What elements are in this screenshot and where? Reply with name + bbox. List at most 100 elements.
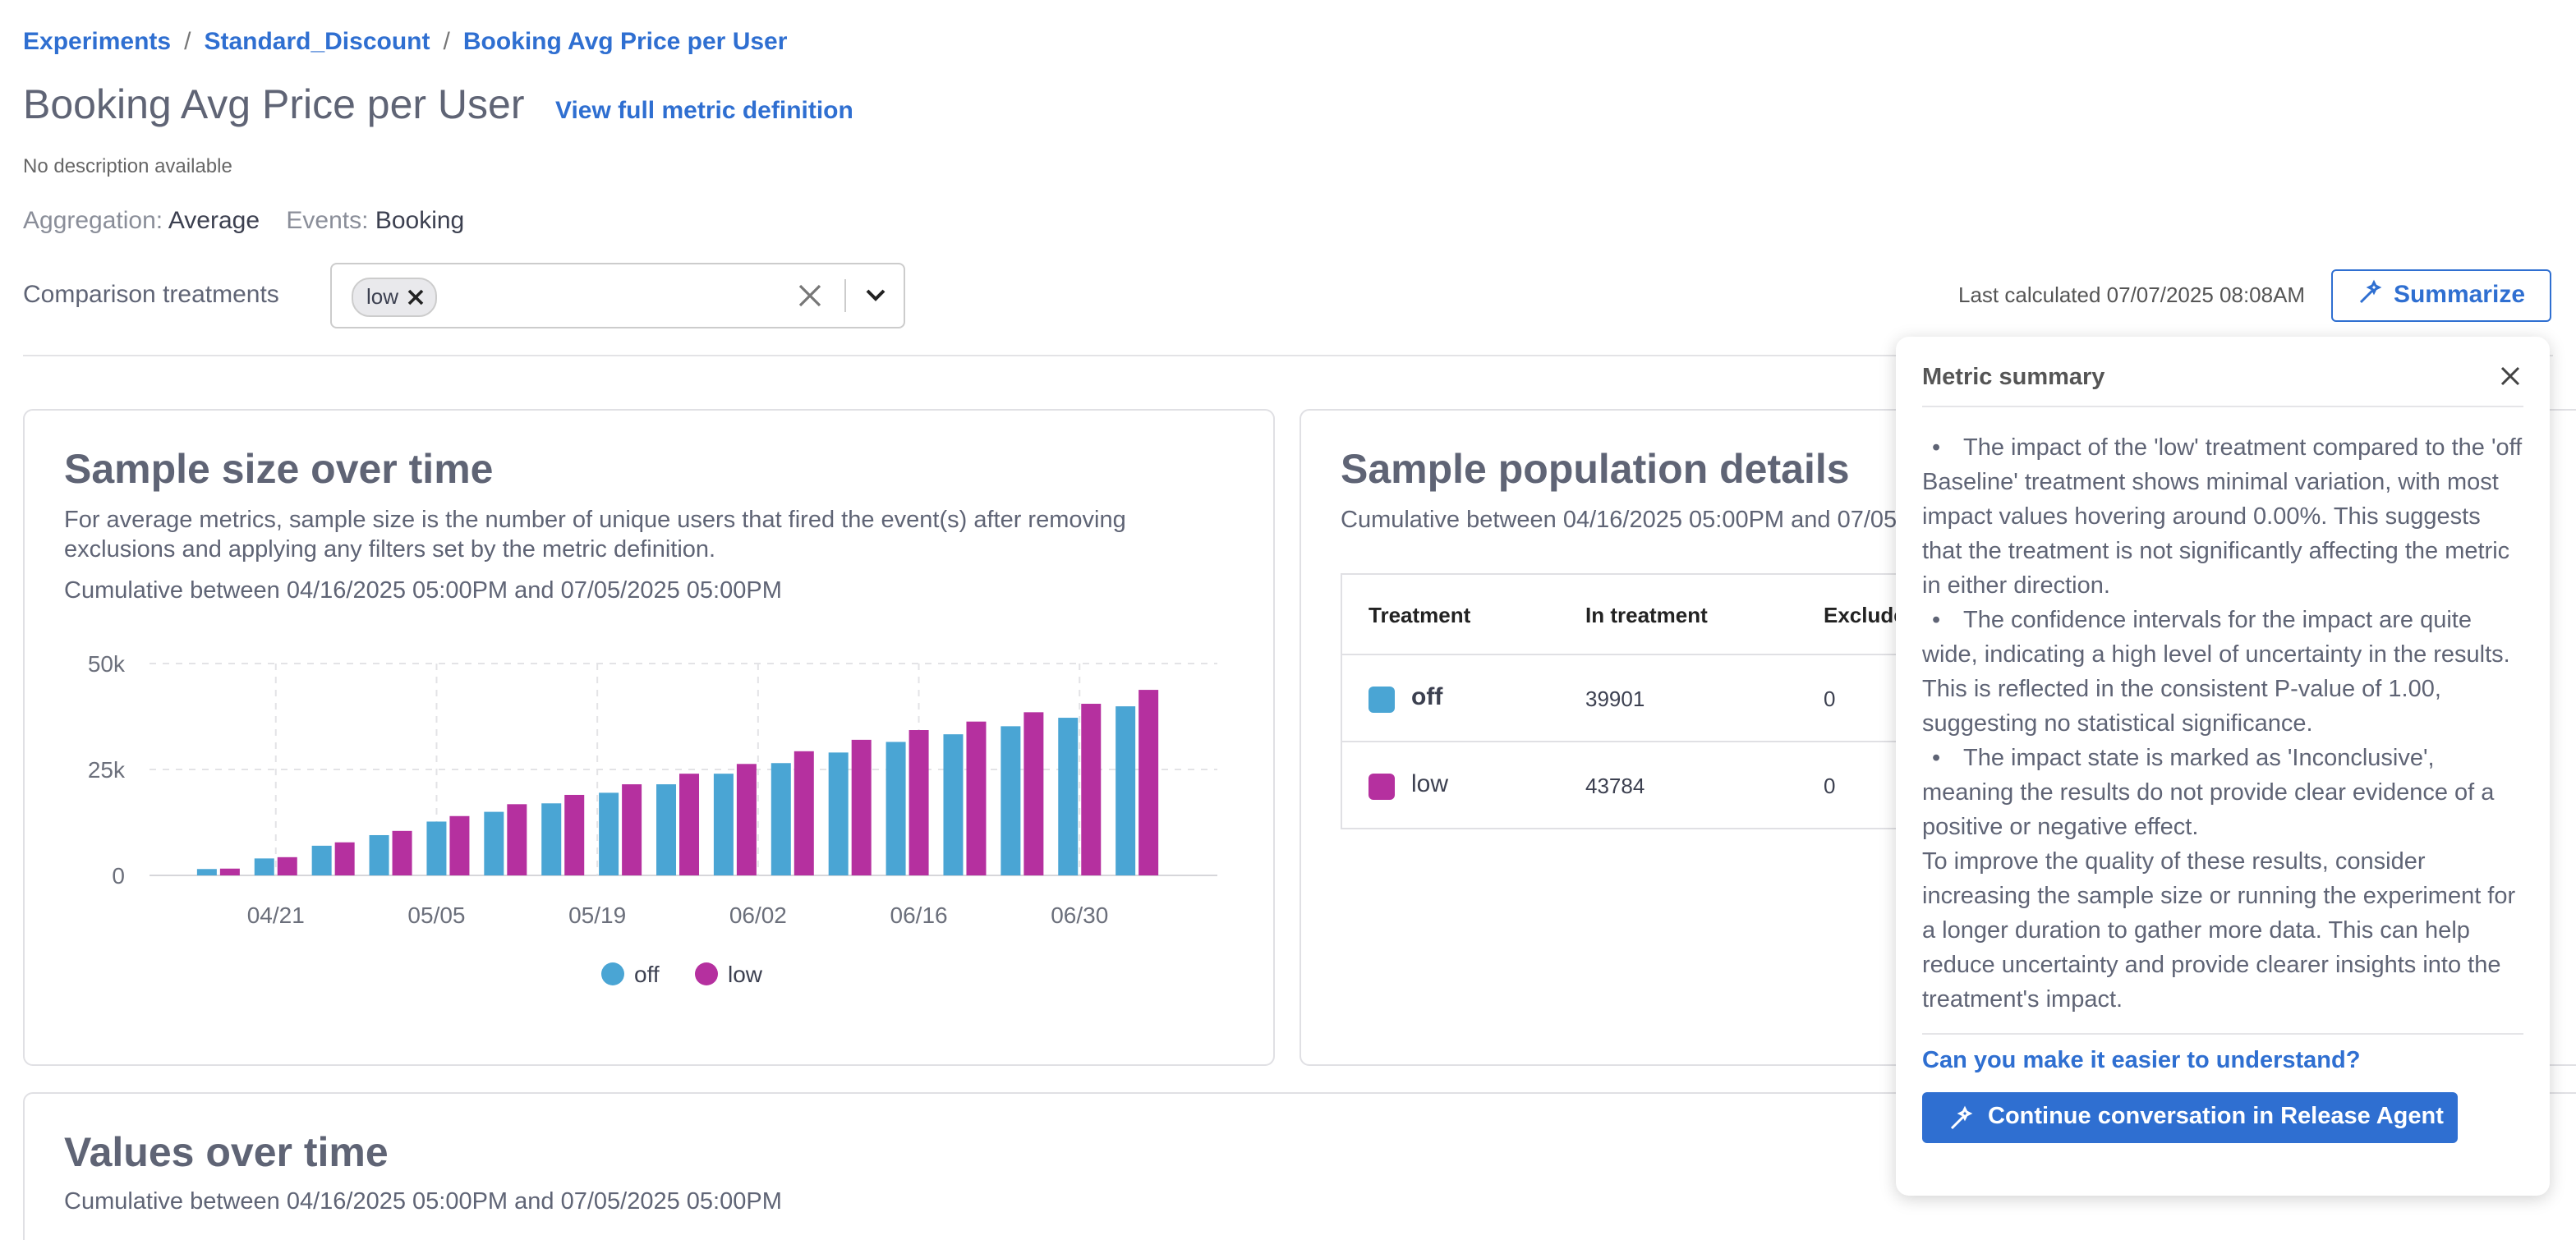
bar xyxy=(277,857,297,875)
bar xyxy=(656,784,677,875)
legend-label: low xyxy=(728,962,763,987)
chip-label: low xyxy=(366,284,399,309)
summary-popup: Metric summary The impact of the 'low' t… xyxy=(1896,337,2550,1196)
breadcrumb-link[interactable]: Standard_Discount xyxy=(204,28,430,56)
bar xyxy=(484,811,504,875)
treatment-name: low xyxy=(1411,770,1449,799)
card-description: For average metrics, sample size is the … xyxy=(64,507,1126,563)
breadcrumb-link[interactable]: Experiments xyxy=(23,28,172,56)
close-icon[interactable] xyxy=(2500,366,2520,386)
y-tick-label: 50k xyxy=(88,651,126,677)
bar xyxy=(794,751,814,875)
swatch xyxy=(1368,686,1395,713)
bar xyxy=(1058,718,1079,875)
treatment-select[interactable]: low xyxy=(330,263,905,328)
summary-paragraph: To improve the quality of these results,… xyxy=(1922,849,2516,1013)
column-header: In treatment xyxy=(1559,574,1797,655)
swatch xyxy=(1368,773,1395,800)
treatment-name: off xyxy=(1411,683,1443,712)
bar xyxy=(507,804,527,875)
card-title: Values over time xyxy=(64,1130,389,1176)
bar xyxy=(943,734,964,875)
bar xyxy=(770,763,791,875)
summarize-button[interactable]: Summarize xyxy=(2331,269,2551,322)
bar xyxy=(1024,712,1044,875)
bar xyxy=(886,742,906,875)
bar xyxy=(426,821,447,875)
legend-marker xyxy=(695,962,718,985)
bar xyxy=(599,792,619,875)
metric-meta: Aggregation: Average Events: Booking xyxy=(23,207,464,235)
bar xyxy=(1116,706,1136,875)
card-title: Sample population details xyxy=(1341,447,1850,493)
column-header: Treatment xyxy=(1341,574,1559,655)
events: Booking xyxy=(375,207,465,235)
breadcrumb: Experiments / Standard_Discount / Booking Av… xyxy=(23,28,788,56)
sparkle-icon xyxy=(1950,1105,1973,1130)
bar xyxy=(392,830,412,875)
bar xyxy=(966,721,987,875)
y-tick-label: 25k xyxy=(88,757,126,783)
label: Aggregation: xyxy=(23,207,163,235)
treatment-cell: low xyxy=(1341,742,1559,829)
clear-icon[interactable] xyxy=(798,284,821,307)
bar xyxy=(541,803,562,875)
summary-bullet: The impact of the 'low' treatment compar… xyxy=(1922,432,2523,604)
treatment-cell: off xyxy=(1341,654,1559,742)
legend-marker xyxy=(601,962,624,985)
summary-body: The impact of the 'low' treatment compar… xyxy=(1922,432,2523,1018)
button-label: Summarize xyxy=(2393,281,2526,309)
card-range: Cumulative between 04/16/2025 05:00PM an… xyxy=(64,578,782,604)
bar xyxy=(449,815,470,875)
chip: low xyxy=(352,278,437,317)
summary-bullet: The confidence intervals for the impact … xyxy=(1922,604,2523,742)
filter-label: Comparison treatments xyxy=(23,281,279,309)
bar xyxy=(736,764,757,875)
popup-title: Metric summary xyxy=(1922,365,2105,391)
chart: 0 25k 50k 04/21 05/05 05/19 06/02 06/16 06/30 off… xyxy=(88,651,1217,987)
button-label: Continue conversation in Release Agent xyxy=(1988,1104,2444,1130)
in-treatment: 39901 xyxy=(1559,654,1797,742)
breadcrumb-current[interactable]: Booking Avg Price per User xyxy=(462,28,788,56)
page-title: Booking Avg Price per User xyxy=(23,82,525,128)
bar xyxy=(622,784,642,875)
in-treatment: 43784 xyxy=(1559,742,1797,829)
x-tick-label: 04/21 xyxy=(247,902,305,928)
sparkle-icon xyxy=(2359,279,2382,304)
continue-button[interactable]: Continue conversation in Release Agent xyxy=(1922,1092,2458,1143)
x-tick-label: 06/02 xyxy=(729,902,787,928)
last-calculated: Last calculated 07/07/2025 08:08AM xyxy=(1958,282,2306,307)
bar xyxy=(564,794,585,875)
y-tick-label: 0 xyxy=(112,863,125,889)
bar xyxy=(679,774,700,875)
definition-link[interactable]: View full metric definition xyxy=(555,97,853,125)
label: Events: xyxy=(286,207,369,235)
sample-size-card: Sample size over time For average metric… xyxy=(23,409,1275,1066)
chip-remove[interactable] xyxy=(407,289,423,305)
bar xyxy=(851,739,872,875)
bar xyxy=(219,868,240,875)
x-tick-label: 05/05 xyxy=(407,902,465,928)
aggregation: Average xyxy=(168,207,260,235)
suggested-question[interactable]: Can you make it easier to understand? xyxy=(1922,1048,2361,1074)
summary-bullet: The impact state is marked as 'Inconclus… xyxy=(1922,742,2523,846)
dropdown-icon[interactable] xyxy=(864,287,887,304)
description: No description available xyxy=(23,154,232,177)
bar xyxy=(1000,726,1021,875)
legend-label: off xyxy=(634,962,660,987)
x-tick-label: 06/16 xyxy=(890,902,948,928)
x-tick-label: 06/30 xyxy=(1051,902,1108,928)
bar xyxy=(828,752,849,875)
bar xyxy=(311,845,332,875)
card-title: Sample size over time xyxy=(64,447,494,493)
bar xyxy=(196,869,217,875)
card-range: Cumulative between 04/16/2025 05:00PM an… xyxy=(64,1189,782,1215)
bar xyxy=(908,730,929,875)
bar xyxy=(254,858,274,875)
summary-list: The impact of the 'low' treatment compar… xyxy=(1922,432,2523,846)
bar xyxy=(713,774,734,875)
bar xyxy=(334,842,355,875)
bar xyxy=(369,834,389,875)
